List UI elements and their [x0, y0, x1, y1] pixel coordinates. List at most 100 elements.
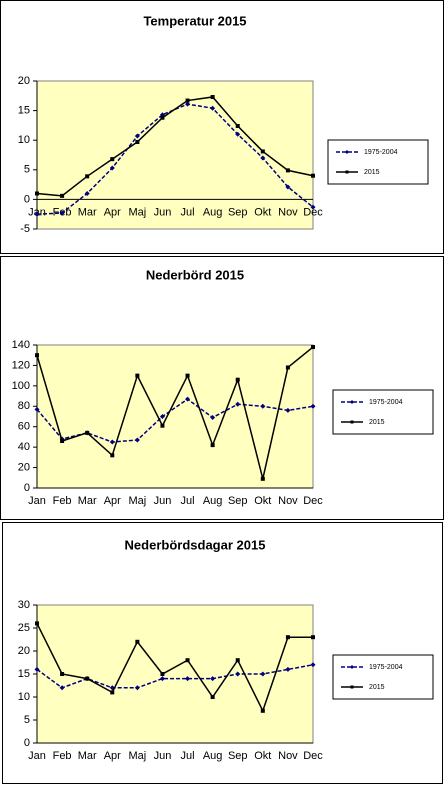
y-tick-label: 0 [24, 193, 30, 205]
y-tick-label: 5 [24, 714, 30, 726]
data-point [285, 635, 290, 640]
data-point [185, 658, 190, 663]
data-point [235, 131, 241, 137]
series-line [36, 346, 314, 479]
data-point [34, 211, 40, 217]
x-tick-label: Apr [104, 750, 121, 762]
data-point [185, 396, 191, 402]
data-point [310, 403, 316, 409]
x-tick-label: Okt [254, 495, 271, 507]
plot-area [36, 344, 314, 489]
x-tick-label: Mar [78, 750, 97, 762]
chart: Nederbördsdagar 2015 0 5 10 15 20 25 30 Jan Feb Ma… [2, 522, 443, 784]
x-tick-label: Jul [181, 495, 195, 507]
data-point [85, 174, 90, 179]
data-point [160, 672, 165, 676]
legend-label: 1975-2004 [364, 149, 398, 156]
x-tick-label: Nov [278, 206, 298, 218]
data-point [159, 676, 165, 682]
data-point [260, 476, 265, 481]
data-point [235, 377, 240, 382]
data-point [235, 658, 240, 663]
data-point [210, 105, 216, 111]
y-tick-label: 120 [12, 359, 30, 371]
legend-marker [345, 150, 349, 154]
y-tick-label: 40 [18, 441, 30, 453]
y-tick-label: 20 [18, 75, 30, 87]
legend-label: 1975-2004 [369, 399, 403, 406]
legend [327, 139, 429, 185]
data-point [35, 191, 39, 196]
data-point [185, 373, 190, 378]
data-point [110, 453, 115, 458]
data-point [210, 415, 216, 421]
data-point [134, 685, 140, 691]
data-point [159, 414, 165, 419]
data-point [310, 662, 316, 668]
y-tick-label: 5 [24, 164, 30, 176]
x-tick-label: Feb [53, 750, 72, 762]
data-point [35, 621, 39, 626]
y-tick-label: 80 [18, 400, 30, 412]
x-tick-label: Aug [203, 206, 223, 218]
data-point [59, 685, 65, 691]
legend-marker [350, 685, 354, 689]
chart-title: Nederbördsdagar 2015 [125, 537, 266, 552]
legend-label: 2015 [369, 419, 385, 426]
data-point [210, 443, 215, 448]
data-point [109, 439, 115, 445]
data-point [260, 149, 265, 154]
data-point [60, 672, 65, 676]
y-tick-label: 20 [18, 461, 30, 473]
chart: Temperatur 2015-505101520JanFebMarAprMaj… [0, 0, 444, 254]
data-point [160, 115, 165, 120]
x-tick-label: Apr [104, 495, 121, 507]
data-point [310, 204, 316, 210]
data-point [110, 690, 115, 695]
x-tick-label: Okt [254, 750, 271, 762]
x-tick-label: Dec [303, 495, 323, 507]
series-line [36, 664, 314, 689]
plot-area [36, 604, 314, 744]
y-tick-label: 0 [24, 737, 30, 749]
data-point [185, 101, 191, 107]
x-tick-label: Jul [181, 206, 195, 218]
x-tick-label: Mar [78, 495, 97, 507]
data-point [311, 173, 315, 178]
legend-label: 1975-2004 [369, 664, 403, 671]
data-point [135, 139, 140, 144]
y-tick-label: -5 [20, 223, 30, 235]
legend [332, 654, 434, 700]
y-tick-label: 15 [18, 668, 30, 680]
y-tick-label: 10 [18, 134, 30, 146]
data-point [260, 708, 265, 713]
data-point [35, 353, 39, 358]
x-tick-label: Jan [28, 495, 46, 507]
x-tick-label: Jul [181, 750, 195, 762]
legend-label: 2015 [369, 684, 385, 691]
data-point [285, 666, 291, 672]
data-point [85, 430, 90, 435]
data-point [134, 133, 140, 139]
data-point [185, 676, 191, 682]
data-point [109, 165, 115, 171]
data-point [235, 123, 240, 128]
chart-title: Nederbörd 2015 [146, 267, 244, 282]
data-point [134, 437, 140, 443]
legend-marker [350, 665, 354, 669]
data-point [59, 210, 65, 216]
data-point [34, 406, 40, 412]
legend-marker [350, 400, 354, 404]
x-tick-label: Jun [154, 750, 172, 762]
x-tick-label: Sep [228, 206, 248, 218]
x-tick-label: Aug [203, 495, 223, 507]
data-point [235, 401, 241, 407]
x-tick-label: Dec [303, 206, 323, 218]
y-tick-label: 100 [12, 380, 30, 392]
legend [332, 389, 434, 435]
data-point [235, 671, 241, 677]
x-tick-label: Apr [104, 206, 121, 218]
legend-label: 2015 [364, 169, 380, 176]
data-point [85, 676, 90, 681]
x-tick-label: Mar [78, 206, 97, 218]
